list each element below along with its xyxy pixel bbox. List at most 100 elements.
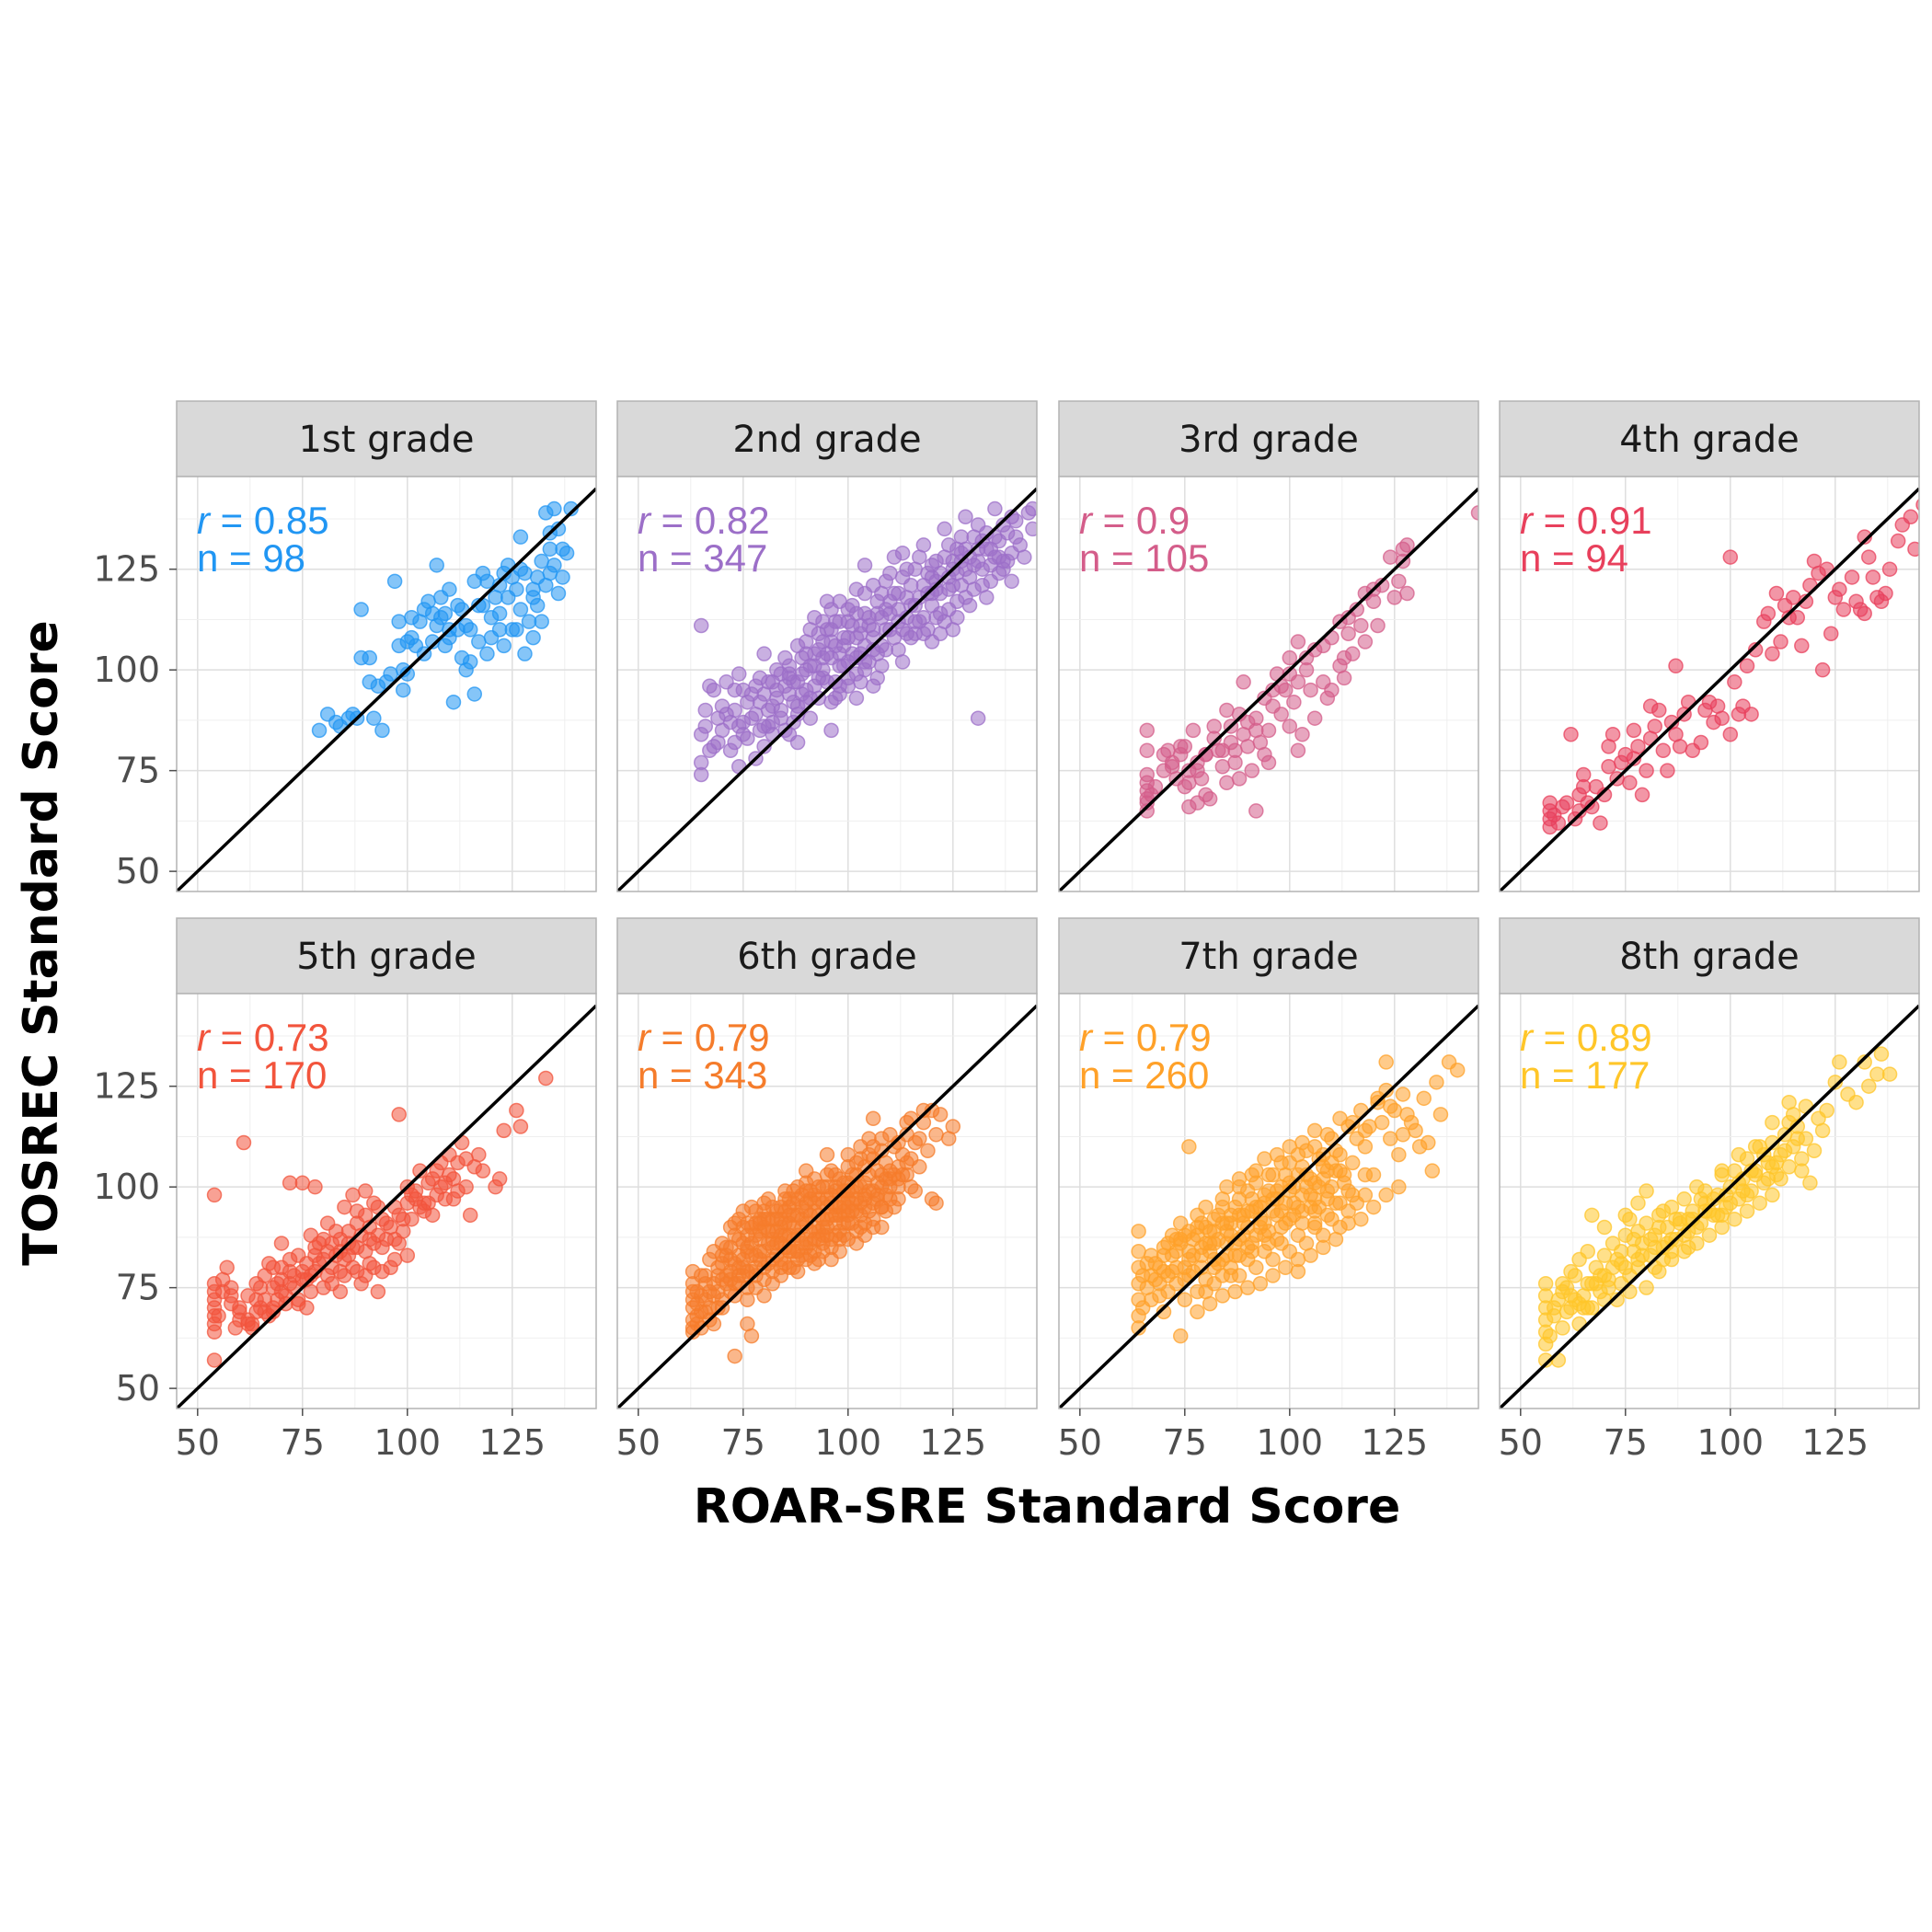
data-point bbox=[727, 1348, 742, 1364]
data-point bbox=[555, 569, 570, 585]
data-point bbox=[903, 1151, 919, 1167]
data-point bbox=[1374, 1114, 1390, 1131]
data-point bbox=[1156, 1263, 1172, 1280]
y-tick-label: 50 bbox=[116, 851, 160, 891]
data-point bbox=[340, 1248, 357, 1263]
data-point bbox=[1630, 739, 1646, 754]
data-point bbox=[1206, 719, 1222, 734]
data-point bbox=[1550, 815, 1567, 831]
data-point bbox=[1357, 1187, 1374, 1203]
data-point bbox=[378, 1231, 395, 1248]
data-point bbox=[970, 541, 986, 558]
data-point bbox=[257, 1304, 273, 1320]
data-point bbox=[1768, 1155, 1785, 1171]
correlation-label: r = 0.79 bbox=[638, 1016, 770, 1059]
data-point bbox=[928, 553, 944, 569]
sample-size-label: n = 98 bbox=[197, 536, 305, 580]
r-value: = 0.85 bbox=[210, 499, 329, 542]
data-point bbox=[937, 521, 952, 537]
data-point bbox=[1399, 585, 1415, 602]
panel-border bbox=[1058, 993, 1479, 1409]
data-point bbox=[206, 1352, 223, 1368]
correlation-label: r = 0.79 bbox=[1079, 1016, 1212, 1059]
data-point bbox=[491, 605, 508, 622]
data-point bbox=[819, 1146, 835, 1163]
data-point bbox=[811, 642, 827, 658]
x-axis-title: ROAR-SRE Standard Score bbox=[694, 1479, 1400, 1535]
data-point bbox=[429, 1187, 444, 1203]
data-point bbox=[1727, 1211, 1742, 1227]
data-point bbox=[1789, 610, 1806, 626]
facet-title: 6th grade bbox=[737, 936, 917, 978]
data-point bbox=[1622, 1211, 1638, 1227]
data-point bbox=[458, 1151, 474, 1167]
data-point bbox=[1252, 1276, 1269, 1292]
r-symbol: r bbox=[1520, 1016, 1535, 1059]
data-point bbox=[437, 1175, 454, 1191]
data-point bbox=[1555, 1276, 1570, 1292]
data-point bbox=[940, 537, 957, 553]
data-point bbox=[760, 702, 776, 719]
data-point bbox=[1416, 1090, 1432, 1107]
data-point bbox=[546, 558, 562, 573]
data-point bbox=[798, 1163, 814, 1179]
x-tick-label: 75 bbox=[1604, 1422, 1648, 1463]
data-point bbox=[765, 1199, 780, 1215]
data-point bbox=[1357, 1139, 1374, 1155]
data-point bbox=[891, 585, 906, 602]
panel-border bbox=[1499, 993, 1920, 1409]
identity-line bbox=[617, 487, 1037, 891]
data-point bbox=[928, 581, 944, 597]
data-point bbox=[1257, 1227, 1272, 1243]
data-point bbox=[1244, 1167, 1260, 1183]
data-point bbox=[1260, 722, 1277, 739]
data-point bbox=[349, 1203, 365, 1219]
data-point bbox=[1193, 1259, 1210, 1275]
data-point bbox=[1622, 775, 1638, 791]
data-point bbox=[1626, 1231, 1642, 1248]
data-point bbox=[1231, 771, 1248, 787]
data-point bbox=[1765, 1187, 1780, 1203]
data-point bbox=[1227, 1283, 1243, 1300]
data-point bbox=[727, 734, 742, 751]
data-point bbox=[471, 634, 487, 650]
data-point bbox=[273, 1236, 290, 1251]
data-point bbox=[1260, 754, 1277, 771]
data-point bbox=[1727, 1163, 1742, 1179]
data-point bbox=[1596, 787, 1613, 803]
data-point bbox=[475, 1163, 491, 1179]
data-point bbox=[1604, 726, 1621, 742]
data-point bbox=[525, 629, 541, 646]
data-point bbox=[1306, 1203, 1323, 1219]
data-point bbox=[920, 1143, 936, 1159]
data-point bbox=[1802, 1175, 1818, 1191]
data-point bbox=[1214, 1288, 1231, 1304]
data-point bbox=[823, 722, 839, 739]
data-point bbox=[857, 1191, 873, 1207]
data-point bbox=[1814, 1122, 1831, 1139]
data-point bbox=[937, 614, 952, 629]
data-point bbox=[807, 610, 822, 626]
data-point bbox=[1219, 775, 1235, 791]
data-point bbox=[1269, 1231, 1285, 1248]
data-point bbox=[1382, 1131, 1398, 1146]
data-point bbox=[332, 1283, 349, 1300]
data-point bbox=[1370, 1090, 1386, 1107]
data-point bbox=[1395, 1127, 1411, 1143]
r-symbol: r bbox=[638, 499, 652, 542]
y-tick-label: 100 bbox=[93, 1167, 160, 1207]
r-symbol: r bbox=[1079, 1016, 1094, 1059]
facet-title: 7th grade bbox=[1179, 936, 1359, 978]
data-point bbox=[740, 1292, 755, 1308]
data-point bbox=[1172, 1328, 1189, 1344]
data-point bbox=[1399, 537, 1415, 553]
data-point bbox=[1219, 1179, 1235, 1195]
data-point bbox=[496, 1122, 512, 1139]
data-point bbox=[1563, 726, 1579, 742]
data-point bbox=[1747, 642, 1764, 658]
data-point bbox=[1747, 1139, 1764, 1155]
data-point bbox=[319, 1268, 336, 1283]
facet-panel: 3rd grade r = 0.9n = 105 bbox=[1058, 400, 1479, 892]
data-point bbox=[853, 1207, 868, 1224]
data-point bbox=[1596, 1219, 1613, 1236]
